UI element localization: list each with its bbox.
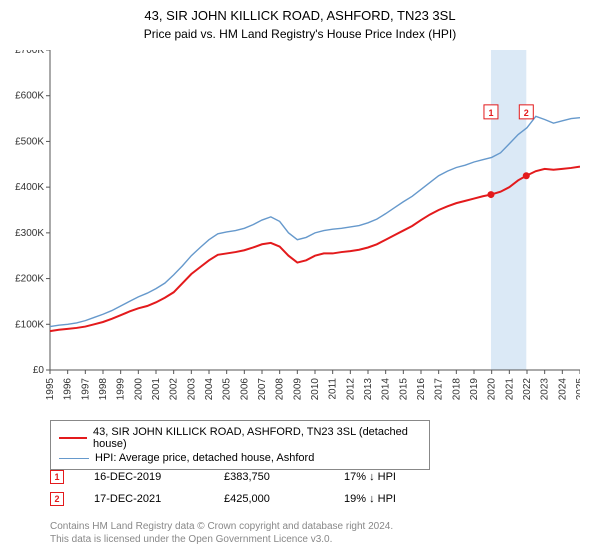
svg-text:2010: 2010 <box>310 378 321 400</box>
price-chart: £0 £100K £200K £300K £400K £500K £600K £700K 199… <box>6 50 580 400</box>
svg-text:£0: £0 <box>33 365 45 376</box>
svg-text:2025: 2025 <box>575 378 580 400</box>
svg-text:£500K: £500K <box>15 136 44 147</box>
sale-marker-icon: 2 <box>50 492 64 506</box>
svg-text:2001: 2001 <box>151 378 162 400</box>
svg-text:2005: 2005 <box>222 378 233 400</box>
svg-text:2018: 2018 <box>451 378 462 400</box>
sale-hpi-diff: 19% ↓ HPI <box>344 493 424 505</box>
svg-text:1996: 1996 <box>63 378 74 400</box>
svg-text:2021: 2021 <box>504 378 515 400</box>
svg-text:2000: 2000 <box>133 378 144 400</box>
copyright-notice: Contains HM Land Registry data © Crown c… <box>50 520 393 546</box>
svg-text:2011: 2011 <box>328 378 339 400</box>
svg-text:2: 2 <box>524 108 529 118</box>
legend-item-hpi: HPI: Average price, detached house, Ashf… <box>59 451 421 465</box>
sale-date: 16-DEC-2019 <box>94 471 194 483</box>
legend-item-property: 43, SIR JOHN KILLICK ROAD, ASHFORD, TN23… <box>59 425 421 451</box>
sale-price: £383,750 <box>224 471 314 483</box>
svg-text:2020: 2020 <box>487 378 498 400</box>
svg-text:2024: 2024 <box>557 378 568 400</box>
svg-text:2013: 2013 <box>363 378 374 400</box>
svg-text:2003: 2003 <box>186 378 197 400</box>
svg-text:1995: 1995 <box>45 378 56 400</box>
svg-text:2017: 2017 <box>434 378 445 400</box>
legend-swatch <box>59 458 89 459</box>
sale-date: 17-DEC-2021 <box>94 493 194 505</box>
sale-marker-icon: 1 <box>50 470 64 484</box>
svg-text:2014: 2014 <box>381 378 392 400</box>
svg-text:£700K: £700K <box>15 50 44 56</box>
chart-subtitle: Price paid vs. HM Land Registry's House … <box>0 23 600 41</box>
chart-container: 43, SIR JOHN KILLICK ROAD, ASHFORD, TN23… <box>0 0 600 560</box>
copyright-line: This data is licensed under the Open Gov… <box>50 533 393 546</box>
sale-row: 1 16-DEC-2019 £383,750 17% ↓ HPI <box>50 466 424 488</box>
svg-text:2019: 2019 <box>469 378 480 400</box>
svg-text:2004: 2004 <box>204 378 215 400</box>
svg-text:1: 1 <box>488 108 493 118</box>
svg-text:£300K: £300K <box>15 228 44 239</box>
legend-label: 43, SIR JOHN KILLICK ROAD, ASHFORD, TN23… <box>93 426 421 450</box>
svg-text:£600K: £600K <box>15 91 44 102</box>
svg-text:2007: 2007 <box>257 378 268 400</box>
svg-text:1999: 1999 <box>116 378 127 400</box>
svg-text:2012: 2012 <box>345 378 356 400</box>
sales-table: 1 16-DEC-2019 £383,750 17% ↓ HPI 2 17-DE… <box>50 466 424 510</box>
svg-text:2022: 2022 <box>522 378 533 400</box>
svg-text:2009: 2009 <box>292 378 303 400</box>
svg-text:2015: 2015 <box>398 378 409 400</box>
svg-text:1998: 1998 <box>98 378 109 400</box>
svg-text:£400K: £400K <box>15 182 44 193</box>
svg-text:2006: 2006 <box>239 378 250 400</box>
sale-price: £425,000 <box>224 493 314 505</box>
legend-label: HPI: Average price, detached house, Ashf… <box>95 452 314 464</box>
sale-hpi-diff: 17% ↓ HPI <box>344 471 424 483</box>
sale-row: 2 17-DEC-2021 £425,000 19% ↓ HPI <box>50 488 424 510</box>
copyright-line: Contains HM Land Registry data © Crown c… <box>50 520 393 533</box>
svg-text:2016: 2016 <box>416 378 427 400</box>
svg-text:£100K: £100K <box>15 319 44 330</box>
svg-text:2023: 2023 <box>540 378 551 400</box>
svg-text:2008: 2008 <box>275 378 286 400</box>
legend-swatch <box>59 437 87 439</box>
svg-text:2002: 2002 <box>169 378 180 400</box>
svg-text:1997: 1997 <box>80 378 91 400</box>
svg-text:£200K: £200K <box>15 274 44 285</box>
legend: 43, SIR JOHN KILLICK ROAD, ASHFORD, TN23… <box>50 420 430 470</box>
chart-title: 43, SIR JOHN KILLICK ROAD, ASHFORD, TN23… <box>0 0 600 23</box>
